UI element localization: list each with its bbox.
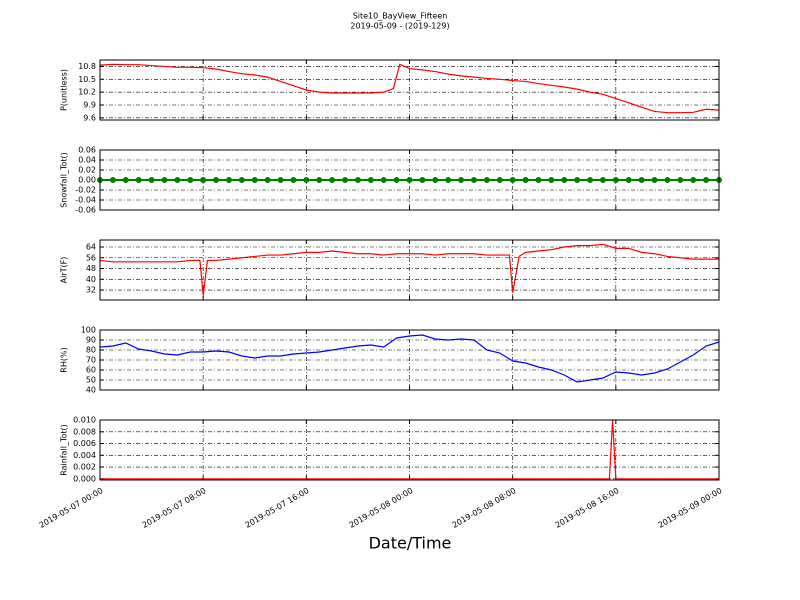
y-tick-label: 32: [86, 286, 96, 295]
plot-frame: [99, 59, 720, 121]
marker: [677, 177, 684, 183]
y-tick-label: 0.004: [73, 451, 96, 460]
y-axis-label: Snowfall_Tot(): [60, 152, 69, 208]
marker: [561, 177, 568, 183]
marker: [599, 177, 606, 183]
y-tick-label: 10.5: [78, 75, 96, 84]
y-tick-label: 48: [86, 264, 96, 273]
y-axis-label: AirT(F): [60, 257, 69, 284]
y-axis-label: RH(%): [60, 347, 69, 372]
marker: [225, 177, 232, 183]
marker: [483, 177, 490, 183]
marker: [419, 177, 426, 183]
marker: [393, 177, 400, 183]
y-tick-label: -0.02: [75, 186, 96, 195]
y-tick-label: 9.9: [83, 101, 96, 110]
plot-frame: [99, 149, 720, 211]
marker: [109, 177, 116, 183]
y-tick-label: 0.04: [78, 156, 96, 165]
y-tick-label: -0.04: [75, 196, 96, 205]
y-tick-label: 0.006: [73, 439, 96, 448]
plot-frame: [99, 419, 720, 481]
marker: [342, 177, 349, 183]
series-line: [99, 334, 720, 383]
series-line: [99, 243, 719, 296]
y-tick-label: 40: [86, 386, 96, 395]
marker: [432, 177, 439, 183]
marker: [148, 177, 155, 183]
marker: [251, 177, 258, 183]
marker: [612, 177, 619, 183]
y-tick-label: 40: [86, 275, 96, 284]
x-axis-label: Date/Time: [369, 534, 452, 553]
marker: [703, 177, 710, 183]
marker: [690, 177, 697, 183]
marker: [354, 177, 361, 183]
marker: [664, 177, 671, 183]
marker: [496, 177, 503, 183]
chart-title: Site10_BayView_Fifteen: [353, 12, 448, 21]
marker: [161, 177, 168, 183]
marker: [264, 177, 271, 183]
marker: [174, 177, 181, 183]
y-tick-label: 60: [86, 366, 96, 375]
y-tick-label: 0.02: [78, 166, 96, 175]
y-tick-label: 64: [86, 242, 96, 251]
marker: [238, 177, 245, 183]
marker: [458, 177, 465, 183]
y-tick-label: 56: [86, 253, 96, 262]
marker: [522, 177, 529, 183]
y-axis-label: P(unitless): [60, 69, 69, 111]
marker: [290, 177, 297, 183]
y-tick-label: 0.002: [73, 463, 96, 472]
y-tick-label: 10.8: [78, 62, 96, 71]
marker: [445, 177, 452, 183]
y-tick-label: 90: [86, 336, 96, 345]
marker: [200, 177, 207, 183]
marker: [509, 177, 516, 183]
marker: [587, 177, 594, 183]
marker: [380, 177, 387, 183]
marker: [187, 177, 194, 183]
y-tick-label: 70: [86, 356, 96, 365]
y-tick-label: 10.2: [78, 88, 96, 97]
marker: [548, 177, 555, 183]
y-tick-label: 0.000: [73, 474, 96, 483]
y-axis-label: Rainfall_Tot(): [60, 424, 69, 476]
y-tick-label: 0.00: [78, 176, 96, 185]
plot-frame: [99, 239, 720, 301]
marker: [574, 177, 581, 183]
marker: [213, 177, 220, 183]
y-tick-label: 50: [86, 376, 96, 385]
marker: [535, 177, 542, 183]
marker: [303, 177, 310, 183]
marker: [625, 177, 632, 183]
y-tick-label: -0.06: [75, 206, 96, 215]
y-tick-label: 80: [86, 346, 96, 355]
marker: [651, 177, 658, 183]
plot-frame: [99, 329, 720, 391]
y-tick-label: 100: [81, 326, 96, 335]
y-tick-label: 9.6: [83, 113, 96, 122]
marker: [470, 177, 477, 183]
y-tick-label: 0.06: [78, 146, 96, 155]
marker: [135, 177, 142, 183]
marker: [316, 177, 323, 183]
chart-subtitle: 2019-05-09 - (2019-129): [350, 22, 449, 31]
series-line: [99, 63, 720, 114]
marker: [122, 177, 129, 183]
marker: [638, 177, 645, 183]
marker: [277, 177, 284, 183]
marker: [406, 177, 413, 183]
y-tick-label: 0.008: [73, 427, 96, 436]
marker: [367, 177, 374, 183]
y-tick-label: 0.010: [73, 416, 96, 425]
marker: [329, 177, 336, 183]
